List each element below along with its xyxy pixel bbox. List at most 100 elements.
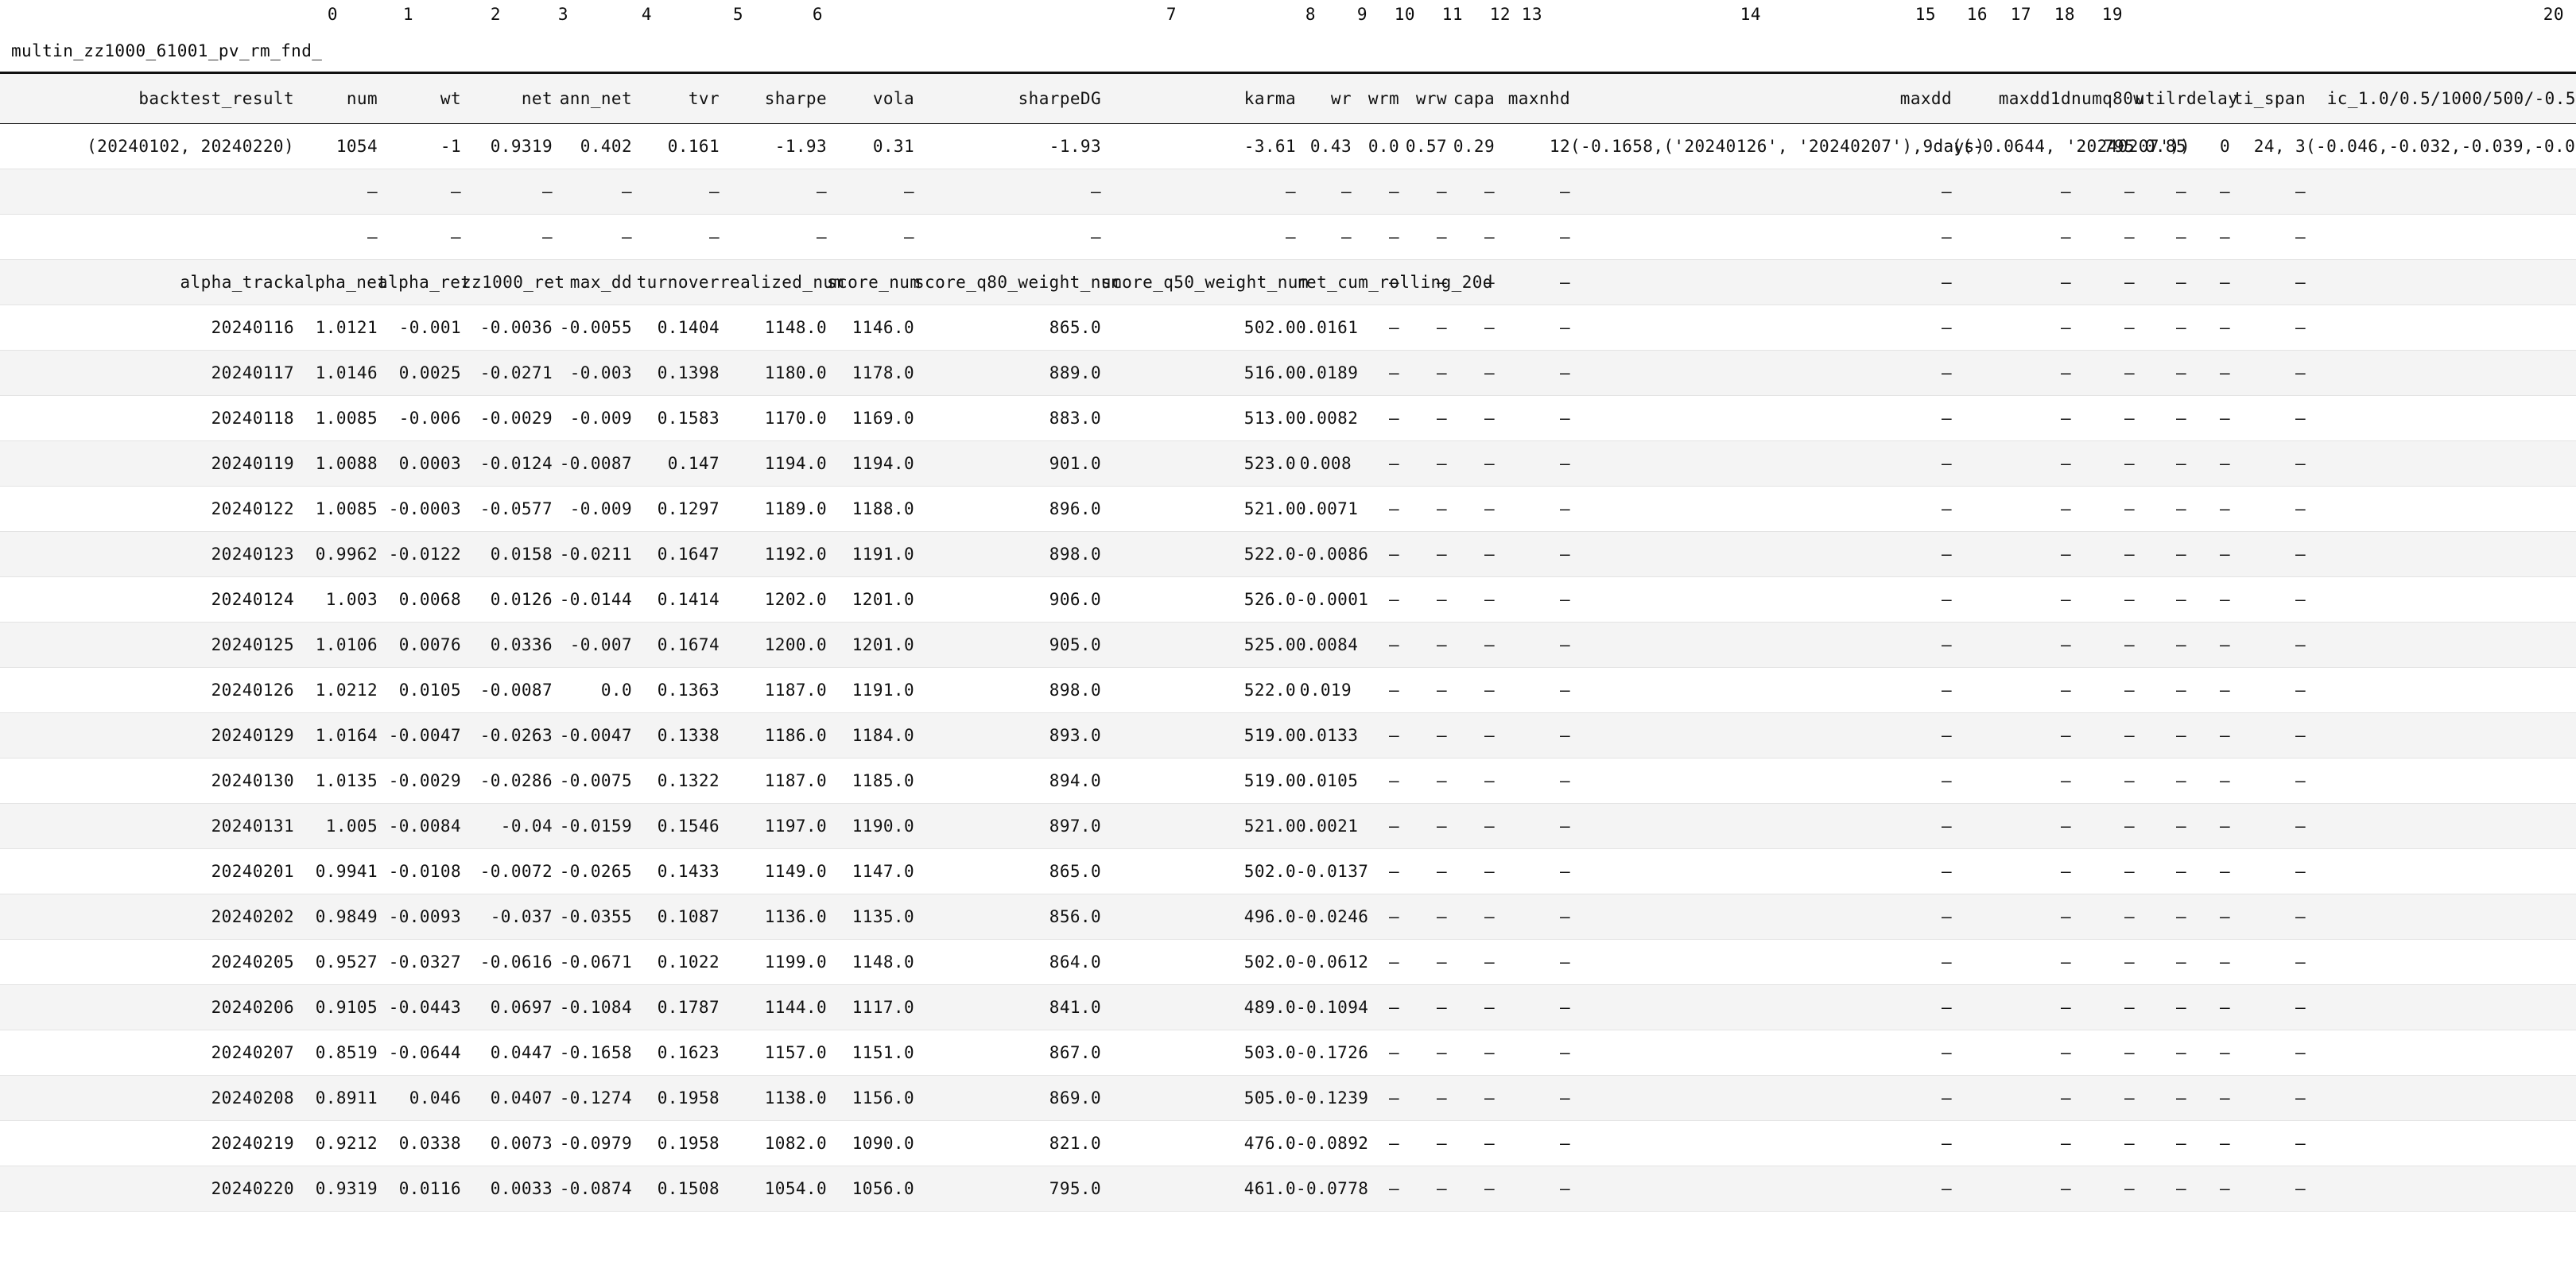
track-cell: — [1559, 771, 1570, 790]
table-row: 20240119 1.0088 0.0003 -0.0124 -0.0087 0.147 1… [0, 440, 2576, 487]
track-header-row: alpha_track alpha_net alpha_ret zz1000_ret m… [0, 259, 2576, 305]
track-cell: -0.0159 [559, 817, 632, 836]
track-cell: — [2175, 635, 2186, 654]
column-index-4: 4 [641, 5, 652, 24]
table-body: (20240102, 20240220) 1054 -1 0.9319 0.402 0.1… [0, 123, 2576, 1212]
track-cell: — [1388, 1088, 1399, 1108]
track-cell: — [2060, 681, 2071, 700]
track-cell: — [2219, 1179, 2230, 1198]
track-cell: -0.0327 [388, 952, 461, 972]
col-header-num: num [346, 89, 378, 108]
track-cell: 0.9527 [315, 952, 378, 972]
track-cell: 20240205 [211, 952, 294, 972]
table-row: 20240126 1.0212 0.0105 -0.0087 0.0 0.1363 1187… [0, 667, 2576, 713]
track-cell: 523.0 [1243, 454, 1296, 473]
track-cell: — [2306, 532, 2576, 577]
track-cell: — [2306, 985, 2576, 1030]
track-cell: 513.0 [1243, 409, 1296, 428]
dash-cell: — [1388, 227, 1399, 246]
track-cell: — [1484, 952, 1495, 972]
dash-cell: — [1285, 227, 1296, 246]
track-cell: — [2295, 499, 2306, 518]
track-cell: — [1436, 952, 1447, 972]
track-cell: -0.0644 [388, 1043, 461, 1062]
track-cell: — [1388, 952, 1399, 972]
track-cell: — [1941, 952, 1952, 972]
track-cell: 20240208 [211, 1088, 294, 1108]
dash-cell: — [1941, 182, 1952, 201]
track-cell: 0.147 [667, 454, 720, 473]
track-cell: — [1388, 726, 1399, 745]
track-cell: -0.1094 [1296, 998, 1369, 1017]
summary-cell: 0.9319 [490, 137, 553, 156]
track-cell: — [1484, 363, 1495, 382]
track-cell: 20240220 [211, 1179, 294, 1198]
track-cell: 821.0 [1049, 1134, 1101, 1153]
track-cell: 893.0 [1049, 726, 1101, 745]
track-cell: — [2219, 363, 2230, 382]
track-cell: 0.1647 [657, 545, 720, 564]
track-cell: — [2124, 409, 2135, 428]
track-cell: 0.1414 [657, 590, 720, 609]
track-cell: 461.0 [1243, 1179, 1296, 1198]
track-cell: — [2295, 862, 2306, 881]
track-cell: -0.0087 [559, 454, 632, 473]
track-cell: 0.0033 [490, 1179, 553, 1198]
track-cell: — [2060, 590, 2071, 609]
col-header-sharpedg: sharpeDG [1018, 89, 1101, 108]
track-cell: 0.0068 [398, 590, 461, 609]
track-cell: 20240202 [211, 907, 294, 926]
track-cell: — [2306, 396, 2576, 441]
dash-cell: — [2124, 182, 2135, 201]
track-cell: — [1559, 952, 1570, 972]
dash-cell: — [2306, 169, 2576, 215]
track-cell: 1156.0 [852, 1088, 914, 1108]
track-cell: 0.0447 [490, 1043, 553, 1062]
track-cell: — [2219, 545, 2230, 564]
track-cell: — [1436, 817, 1447, 836]
track-cell: 1.0212 [315, 681, 378, 700]
track-cell: 502.0 [1243, 318, 1296, 337]
track-cell: — [1484, 862, 1495, 881]
track-cell: -0.0029 [388, 771, 461, 790]
track-cell: — [2306, 713, 2576, 758]
dash-cell: — [1388, 182, 1399, 201]
col-header-wt: wt [440, 89, 461, 108]
track-cell: — [1559, 499, 1570, 518]
track-cell: 0.1583 [657, 409, 720, 428]
track-cell: — [1941, 998, 1952, 1017]
column-index-8: 8 [1305, 5, 1316, 24]
track-cell: 522.0 [1243, 545, 1296, 564]
track-cell: — [2124, 817, 2135, 836]
track-cell: 0.1433 [657, 862, 720, 881]
col-header-wr: wr [1330, 89, 1352, 108]
track-cell: — [2060, 817, 2071, 836]
col-header-numq80w: numq80w [2071, 89, 2144, 108]
track-cell: — [2124, 1043, 2135, 1062]
track-cell: — [2295, 817, 2306, 836]
track-cell: — [2060, 363, 2071, 382]
col-header-net: net [521, 89, 553, 108]
table-row: 20240118 1.0085 -0.006 -0.0029 -0.009 0.1583 1… [0, 395, 2576, 441]
track-cell: — [1559, 590, 1570, 609]
track-cell: -0.0108 [388, 862, 461, 881]
track-cell: — [1941, 318, 1952, 337]
track-cell: 0.1958 [657, 1088, 720, 1108]
track-cell: 1191.0 [852, 545, 914, 564]
track-cell: 1170.0 [764, 409, 827, 428]
track-col-header: score_q50_weight_num [1101, 273, 1309, 292]
dash-cell: — [1484, 182, 1495, 201]
track-cell: — [2295, 907, 2306, 926]
track-cell: 0.0338 [398, 1134, 461, 1153]
track-cell: — [1436, 726, 1447, 745]
column-index-6: 6 [812, 5, 823, 24]
track-cell: — [1559, 726, 1570, 745]
track-cell: 1169.0 [852, 409, 914, 428]
track-col-header: alpha_net [294, 273, 388, 292]
table-row: 20240206 0.9105 -0.0443 0.0697 -0.1084 0.1787… [0, 984, 2576, 1030]
track-cell: -0.006 [398, 409, 461, 428]
col-header-sharpe: sharpe [764, 89, 827, 108]
track-cell: — [1484, 635, 1495, 654]
track-cell: 20240117 [211, 363, 294, 382]
track-cell: 20240206 [211, 998, 294, 1017]
